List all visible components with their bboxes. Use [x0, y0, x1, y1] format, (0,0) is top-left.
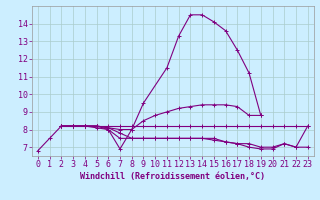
X-axis label: Windchill (Refroidissement éolien,°C): Windchill (Refroidissement éolien,°C)	[80, 172, 265, 181]
